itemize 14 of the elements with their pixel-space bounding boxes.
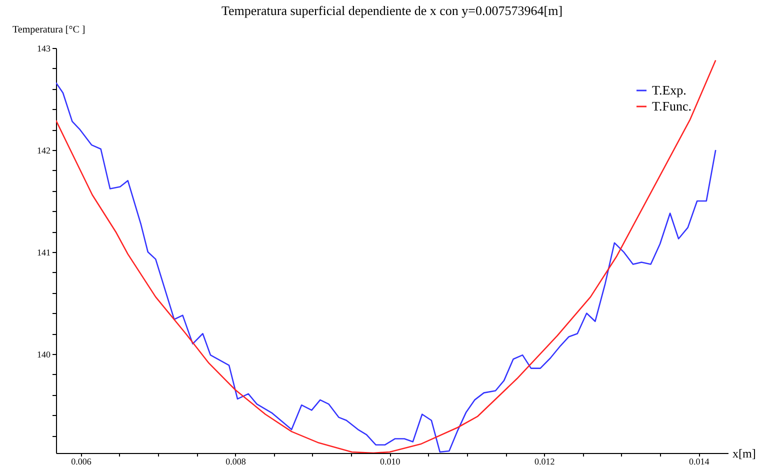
x-tick-label: 0.006 [71, 456, 92, 466]
x-tick-label: 0.008 [226, 456, 246, 466]
x-tick-label: 0.010 [380, 456, 401, 466]
chart-title: Temperatura superficial dependiente de x con y=0.007573964[m] [221, 3, 563, 18]
y-tick-label: 140 [37, 350, 51, 360]
x-axis-title: x[m] [732, 446, 756, 460]
x-tick-label: 0.014 [689, 456, 710, 466]
y-tick-label: 141 [37, 248, 50, 258]
legend-label: T.Func. [652, 98, 692, 114]
legend-label: T.Exp. [652, 82, 686, 98]
y-tick-label: 142 [37, 146, 50, 156]
x-tick-label: 0.012 [534, 456, 555, 466]
y-axis-title: Temperatura [°C ] [12, 24, 86, 36]
y-tick-label: 143 [37, 44, 51, 54]
